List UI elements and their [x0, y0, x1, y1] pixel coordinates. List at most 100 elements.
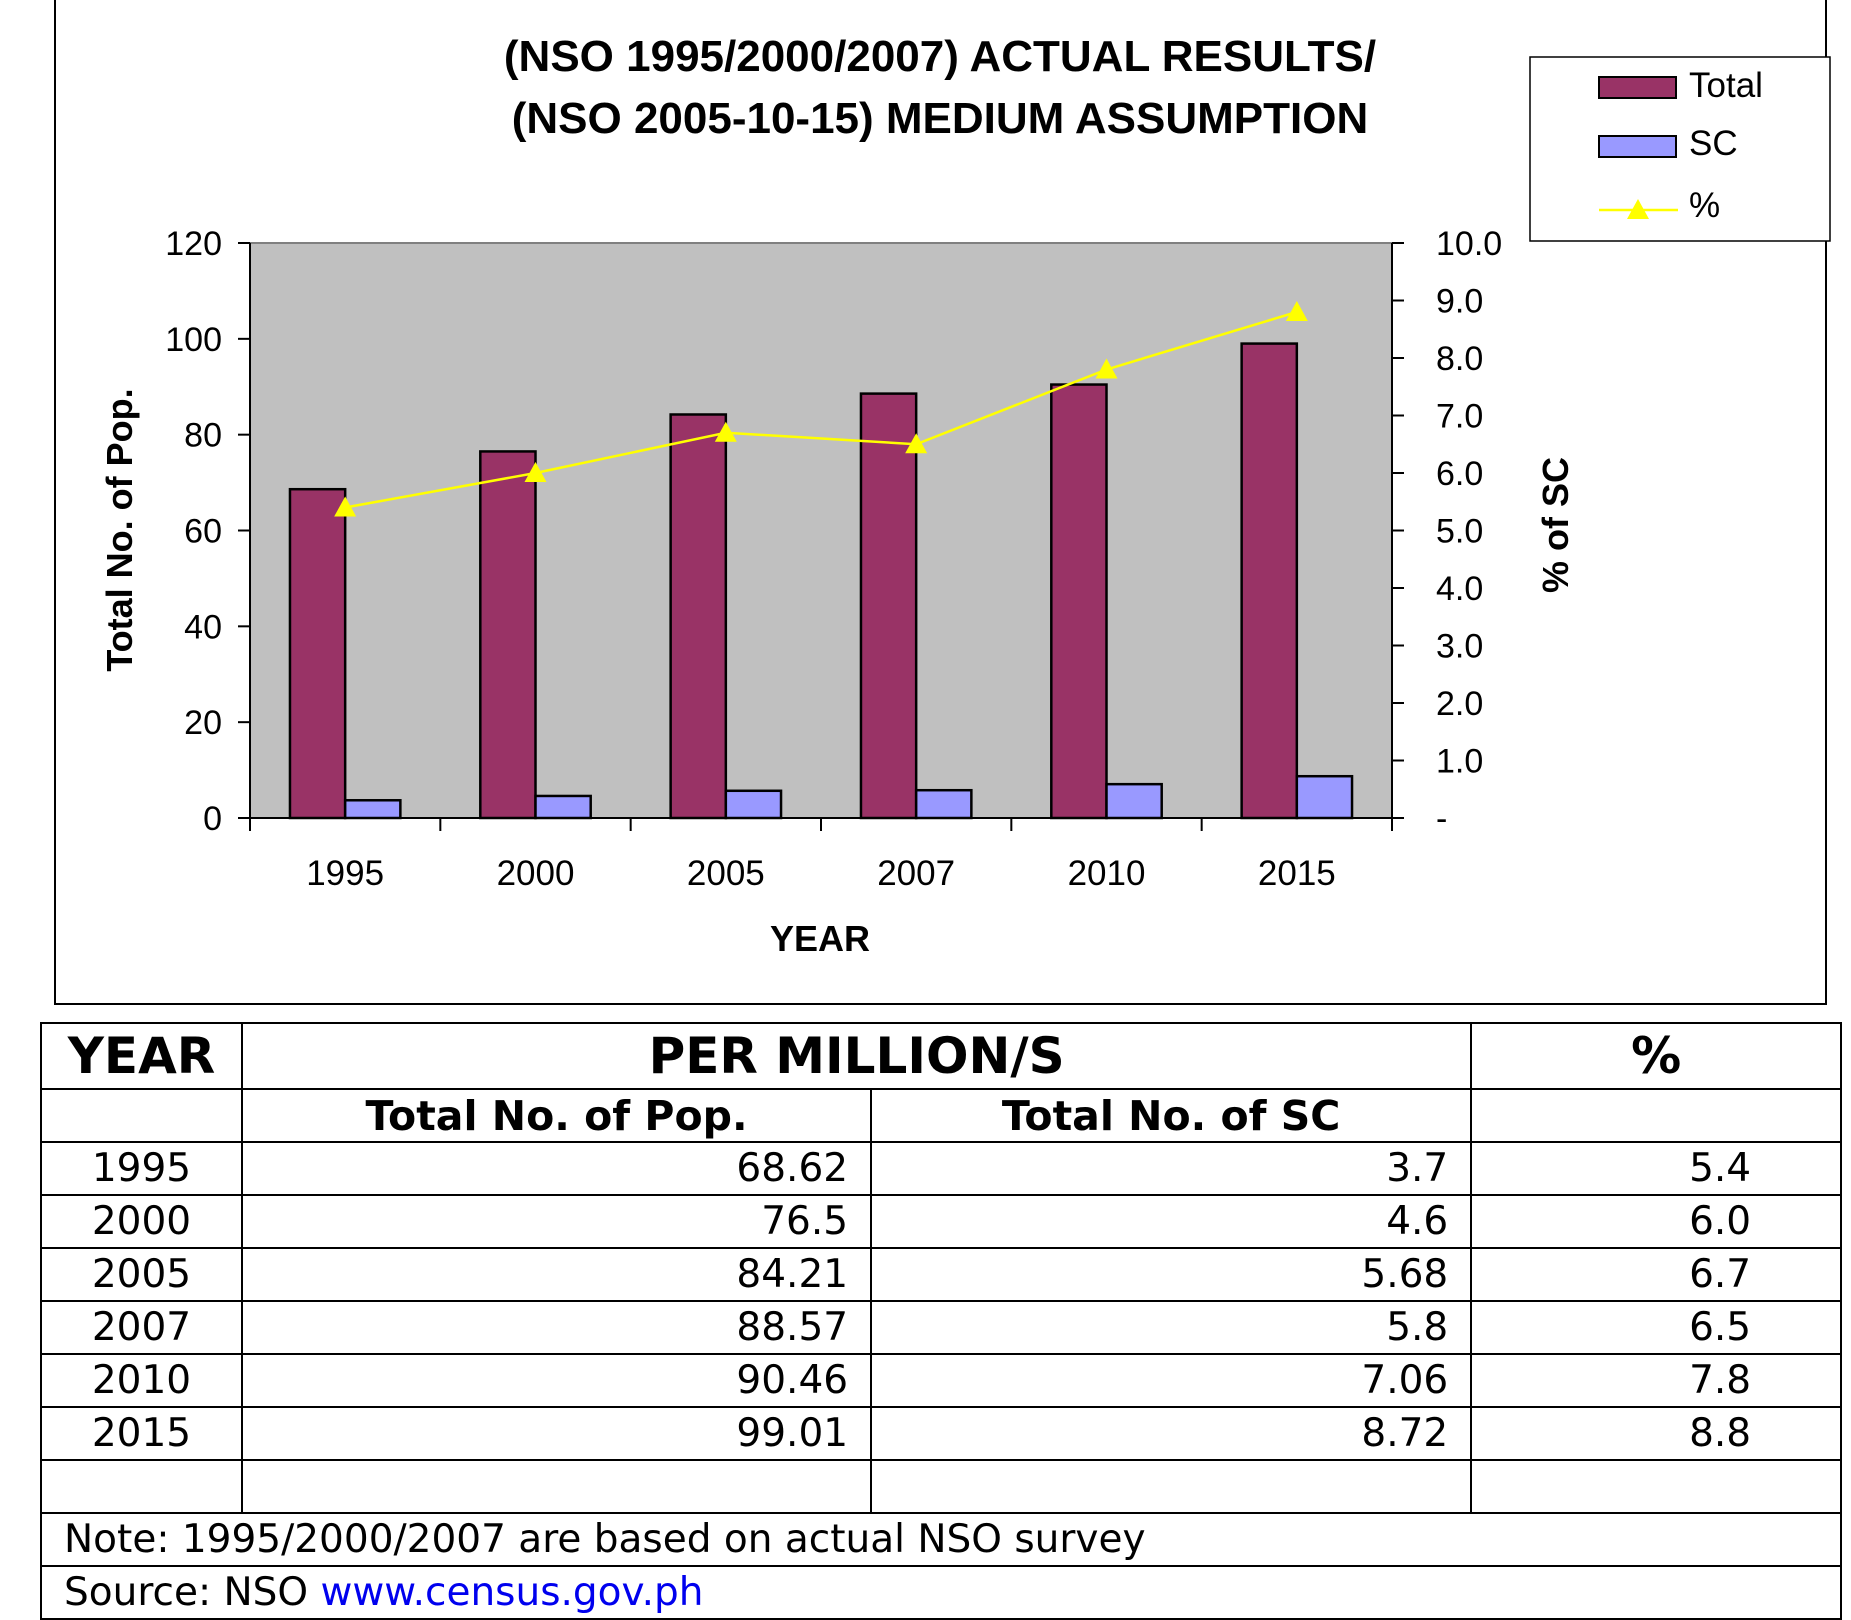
bar-sc-2010 — [1105, 782, 1163, 820]
bar-total-2010 — [1050, 383, 1108, 820]
source-link[interactable]: www.census.gov.ph — [320, 1570, 704, 1615]
y-tick-label: 20 — [184, 704, 222, 742]
subheader-year — [40, 1088, 243, 1143]
x-axis: 1995 2000 2005 2007 2010 2015 — [249, 817, 1393, 893]
y-axis-right: - 1.0 2.0 3.0 4.0 5.0 6.0 7.0 8.0 9.0 10.0 — [1391, 225, 1502, 838]
y2-tick-label: 2.0 — [1436, 685, 1483, 723]
empty-cell — [240, 1459, 873, 1514]
y-axis-title: Total No. of Pop. — [99, 388, 140, 671]
x-tick-label: 1995 — [306, 854, 384, 893]
x-tick-label: 2007 — [877, 854, 955, 893]
legend-swatch-total — [1598, 76, 1677, 99]
y-tick-label: 60 — [184, 513, 222, 551]
table-body: 1995 68.62 3.7 5.4 2000 76.5 4.6 6.0 2005 84.21 5.… — [40, 1141, 1842, 1461]
y2-tick-label: 8.0 — [1436, 340, 1483, 378]
table-row: 2015 99.01 8.72 8.8 — [40, 1406, 1842, 1461]
cell-sc: 4.6 — [870, 1194, 1473, 1249]
table-row: 2007 88.57 5.8 6.5 — [40, 1300, 1842, 1355]
cell-pct: 8.8 — [1470, 1406, 1842, 1461]
chart-title-line-2: (NSO 2005-10-15) MEDIUM ASSUMPTION — [512, 94, 1369, 143]
bar-sc-2015 — [1295, 774, 1354, 820]
cell-pct: 6.5 — [1470, 1300, 1842, 1355]
data-table: YEAR PER MILLION/S % Total No. of Pop. T… — [40, 1022, 1842, 1620]
cell-pct: 5.4 — [1470, 1141, 1842, 1196]
plot-area — [249, 242, 1393, 819]
cell-year: 1995 — [40, 1141, 243, 1196]
empty-cell — [40, 1459, 243, 1514]
cell-year: 2005 — [40, 1247, 243, 1302]
marker-percent-2015 — [1285, 301, 1308, 321]
bar-total-2007 — [859, 392, 918, 820]
bar-total-2000 — [479, 450, 537, 820]
bar-sc-1995 — [343, 799, 402, 820]
y2-tick-label: 7.0 — [1436, 398, 1483, 436]
cell-sc: 5.68 — [870, 1247, 1473, 1302]
cell-pop: 76.5 — [240, 1194, 873, 1249]
y2-tick-label: 3.0 — [1436, 628, 1483, 666]
marker-percent-2005 — [714, 421, 737, 442]
cell-year: 2007 — [40, 1300, 243, 1355]
y2-tick-label: 5.0 — [1436, 513, 1483, 551]
x-tick-label: 2015 — [1258, 854, 1336, 893]
table-row: 1995 68.62 3.7 5.4 — [40, 1141, 1842, 1196]
cell-pct: 6.0 — [1470, 1194, 1842, 1249]
table-note-row: Note: 1995/2000/2007 are based on actual… — [40, 1512, 1842, 1567]
marker-percent-1995 — [334, 496, 357, 517]
table-header-row-2: Total No. of Pop. Total No. of SC — [40, 1088, 1842, 1143]
bar-sc-2005 — [724, 789, 783, 820]
cell-year: 2015 — [40, 1406, 243, 1461]
cell-sc: 8.72 — [870, 1406, 1473, 1461]
cell-year: 2000 — [40, 1194, 243, 1249]
y-axis-left: 0 20 40 60 80 100 120 — [165, 225, 251, 838]
x-tick-label: 2000 — [497, 854, 575, 893]
x-axis-title: YEAR — [770, 918, 870, 959]
cell-pop: 88.57 — [240, 1300, 873, 1355]
header-percent: % — [1470, 1022, 1842, 1090]
legend-marker-pct — [1627, 199, 1649, 219]
y-tick-label: 120 — [165, 225, 222, 263]
table-empty-row — [40, 1459, 1842, 1514]
bar-total-1995 — [288, 487, 347, 820]
cell-sc: 3.7 — [870, 1141, 1473, 1196]
y2-tick-label: 9.0 — [1436, 283, 1483, 321]
chart-title-line-1: (NSO 1995/2000/2007) ACTUAL RESULTS/ — [504, 32, 1376, 81]
bar-sc-2007 — [914, 788, 973, 820]
bar-sc-2000 — [534, 794, 592, 820]
x-tick-label: 2010 — [1068, 854, 1146, 893]
y-tick-label: 0 — [203, 800, 222, 838]
y2-tick-label: 10.0 — [1436, 225, 1502, 263]
source-prefix: Source: NSO — [64, 1570, 321, 1615]
cell-pct: 6.7 — [1470, 1247, 1842, 1302]
legend-swatch-sc — [1598, 135, 1677, 158]
table-row: 2005 84.21 5.68 6.7 — [40, 1247, 1842, 1302]
table-row: 2010 90.46 7.06 7.8 — [40, 1353, 1842, 1408]
y2-tick-label: 4.0 — [1436, 570, 1483, 608]
cell-pop: 90.46 — [240, 1353, 873, 1408]
cell-pop: 99.01 — [240, 1406, 873, 1461]
legend-label-total: Total — [1689, 66, 1763, 105]
table-source: Source: NSO www.census.gov.ph — [40, 1565, 1842, 1620]
y2-tick-label: - — [1436, 800, 1447, 838]
cell-sc: 5.8 — [870, 1300, 1473, 1355]
subheader-pop: Total No. of Pop. — [240, 1088, 873, 1143]
cell-year: 2010 — [40, 1353, 243, 1408]
line-series — [334, 301, 1308, 517]
y-tick-label: 100 — [165, 321, 222, 359]
cell-pct: 7.8 — [1470, 1353, 1842, 1408]
bar-series — [288, 342, 1354, 820]
table-source-row: Source: NSO www.census.gov.ph — [40, 1565, 1842, 1620]
y2-tick-label: 1.0 — [1436, 743, 1483, 781]
subheader-percent — [1470, 1088, 1842, 1143]
bar-total-2015 — [1240, 342, 1299, 820]
table-note: Note: 1995/2000/2007 are based on actual… — [40, 1512, 1842, 1567]
x-tick-label: 2005 — [687, 854, 765, 893]
y2-tick-label: 6.0 — [1436, 455, 1483, 493]
y-tick-label: 80 — [184, 417, 222, 455]
marker-percent-2007 — [905, 433, 928, 454]
cell-sc: 7.06 — [870, 1353, 1473, 1408]
y2-axis-title: % of SC — [1535, 457, 1576, 593]
legend-label-pct: % — [1689, 186, 1720, 225]
cell-pop: 68.62 — [240, 1141, 873, 1196]
table-header-row-1: YEAR PER MILLION/S % — [40, 1022, 1842, 1090]
empty-cell — [870, 1459, 1473, 1514]
